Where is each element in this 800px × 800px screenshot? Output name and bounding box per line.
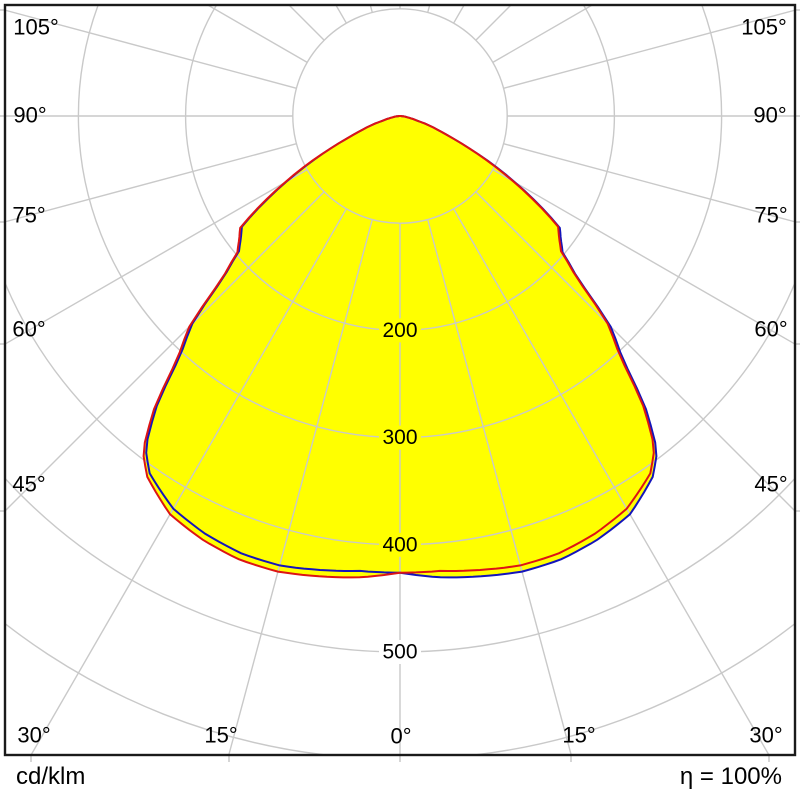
angle-label-right-105: 105° [741,15,787,40]
grid-ray-285deg [6,143,297,223]
angle-label-0: 0° [390,724,411,749]
units-label: cd/klm [16,763,86,790]
angle-label-right-75: 75° [754,203,787,228]
grid-ray-315deg [6,191,325,511]
ring-label-bg-400 [379,532,421,557]
efficiency-label: η = 100% [679,763,782,790]
grid-ray-300deg [6,168,308,345]
angle-label-left-45: 45° [12,472,45,497]
grid-ray-15deg [427,219,572,754]
ring-label-300: 300 [382,426,417,449]
ring-label-bg-200 [379,318,421,343]
ring-label-400: 400 [382,533,417,556]
grid-ray-255deg [6,9,297,89]
angle-label-right-15: 15° [562,723,595,748]
angle-label-left-60: 60° [12,317,45,342]
grid-ray-45deg [475,191,794,511]
angle-label-left-75: 75° [12,203,45,228]
angle-label-left-15: 15° [204,723,237,748]
angle-label-right-45: 45° [754,472,787,497]
ring-label-bg-300 [379,425,421,450]
grid-ray-30deg [452,208,770,754]
intensity-fill-c90-c270 [146,116,657,578]
angle-label-right-60: 60° [754,317,787,342]
ring-label-bg-500 [379,640,421,664]
grid-ray-75deg [503,143,794,223]
angle-label-left-30: 30° [17,723,50,748]
angle-label-left-90: 90° [13,103,46,128]
grid-ray-60deg [492,168,794,345]
grid-ray-105deg [503,9,794,89]
ring-label-500: 500 [382,641,417,664]
grid-ray-330deg [30,208,348,754]
plot-border [3,3,797,757]
grid-ray-345deg [228,219,373,754]
curve-c0-c180 [142,115,655,579]
angle-label-left-105: 105° [13,15,59,40]
ring-label-200: 200 [382,319,417,342]
angle-label-right-30: 30° [749,723,782,748]
angle-label-right-90: 90° [753,103,786,128]
